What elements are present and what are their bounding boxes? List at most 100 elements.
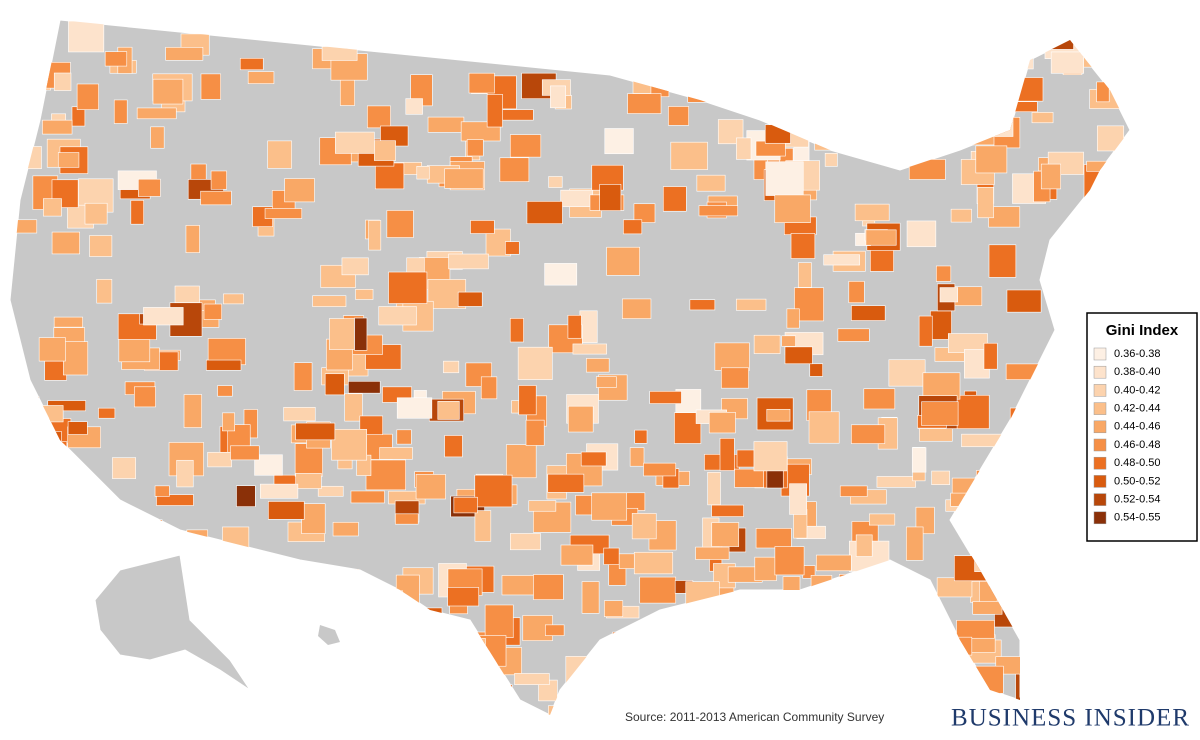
county [81,651,116,685]
county [368,680,395,715]
county [839,574,872,607]
county [284,178,315,203]
county [836,678,871,695]
county [816,633,848,661]
county [332,521,359,537]
county [577,675,610,708]
county [205,359,242,371]
county [976,470,1017,489]
county [210,170,227,190]
county [824,153,838,167]
alaska [94,554,251,691]
county [984,503,1019,517]
county [808,411,840,444]
county [1040,163,1061,190]
county [879,86,919,112]
county [115,703,150,715]
county [156,494,194,506]
county [871,42,887,58]
county [443,360,460,374]
county [753,334,781,354]
county [790,233,816,259]
county [818,71,837,104]
county [1037,23,1076,41]
county [344,393,363,422]
county [914,701,945,715]
county [324,373,345,396]
county [367,105,391,129]
county [35,418,72,444]
county [210,582,236,598]
county [974,541,997,572]
county [839,34,862,59]
county [186,529,208,553]
county [925,648,940,678]
county [851,305,886,321]
county [757,696,777,708]
county [1006,289,1042,313]
county [689,299,716,311]
legend-label: 0.36-0.38 [1114,348,1160,360]
county [899,625,916,656]
legend-label: 0.38-0.40 [1114,366,1160,378]
county [180,706,214,715]
county [444,168,484,189]
county [10,438,41,472]
legend-label: 0.48-0.50 [1114,457,1160,469]
county [880,36,895,60]
county [865,229,897,246]
county [41,599,58,617]
county [550,85,566,109]
county [863,388,896,410]
county [365,459,406,491]
county [1109,250,1127,273]
county [939,95,956,130]
county [950,78,973,104]
county [134,386,156,408]
county [627,93,662,114]
county [950,208,972,223]
county [339,79,355,106]
county [687,82,707,103]
county [82,521,114,542]
county [839,485,868,497]
county [514,673,550,685]
county [183,394,202,428]
county [855,534,873,557]
county [736,137,752,160]
county [919,427,953,442]
county [1040,20,1074,50]
county [837,665,858,700]
county [972,601,1003,615]
county [718,585,735,618]
county [288,566,309,583]
county [150,126,165,149]
county [721,367,749,389]
county [879,21,920,33]
county [714,342,750,371]
county [319,569,359,583]
county [470,220,495,234]
county [230,445,260,461]
county [604,600,624,618]
county [526,201,563,225]
county [871,71,901,89]
county [1042,630,1080,662]
county [989,558,1026,582]
county [870,677,885,693]
county [599,184,622,211]
county [68,20,105,53]
county [774,194,811,224]
county [699,663,736,696]
county [816,554,852,572]
legend-label: 0.54-0.55 [1114,512,1160,524]
county [809,363,823,377]
county [76,83,99,110]
county [660,69,685,89]
legend-swatch [1093,456,1107,470]
county [1109,664,1130,686]
county [143,307,184,326]
county [1111,579,1129,613]
legend-swatch [1093,475,1107,488]
county [1003,50,1034,70]
